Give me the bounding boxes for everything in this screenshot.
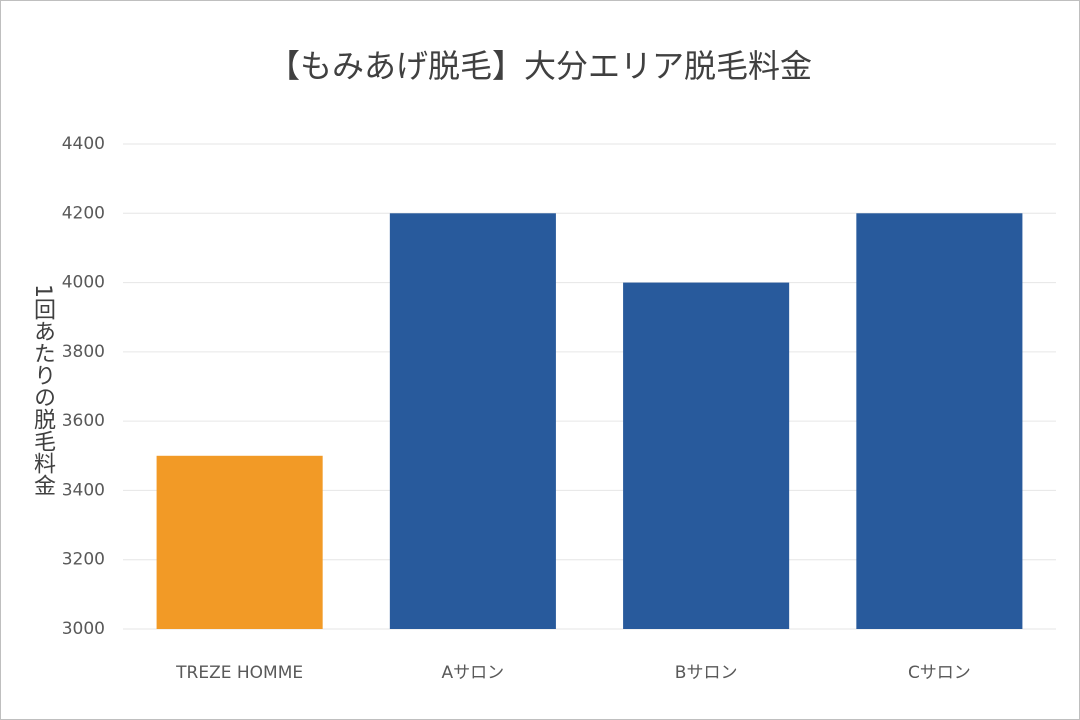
- bar: [156, 455, 323, 629]
- y-tick-label: 3800: [62, 342, 105, 362]
- y-tick-label: 3000: [62, 619, 105, 639]
- y-tick-label: 4400: [62, 134, 105, 154]
- x-tick-label: TREZE HOMME: [175, 663, 303, 683]
- bar: [389, 213, 556, 630]
- y-tick-label: 4000: [62, 273, 105, 293]
- x-tick-label: Aサロン: [442, 663, 505, 683]
- y-tick-label: 3400: [62, 480, 105, 500]
- y-tick-label: 3600: [62, 411, 105, 431]
- y-tick-label: 4200: [62, 203, 105, 223]
- x-tick-label: Cサロン: [908, 663, 971, 683]
- bar: [623, 282, 790, 629]
- y-axis-label: 1回あたりの脱毛料金: [30, 284, 56, 496]
- x-tick-label: Bサロン: [675, 663, 738, 683]
- y-tick-label: 3200: [62, 550, 105, 570]
- chart-title: 【もみあげ脱毛】大分エリア脱毛料金: [268, 47, 812, 85]
- bar: [856, 213, 1023, 630]
